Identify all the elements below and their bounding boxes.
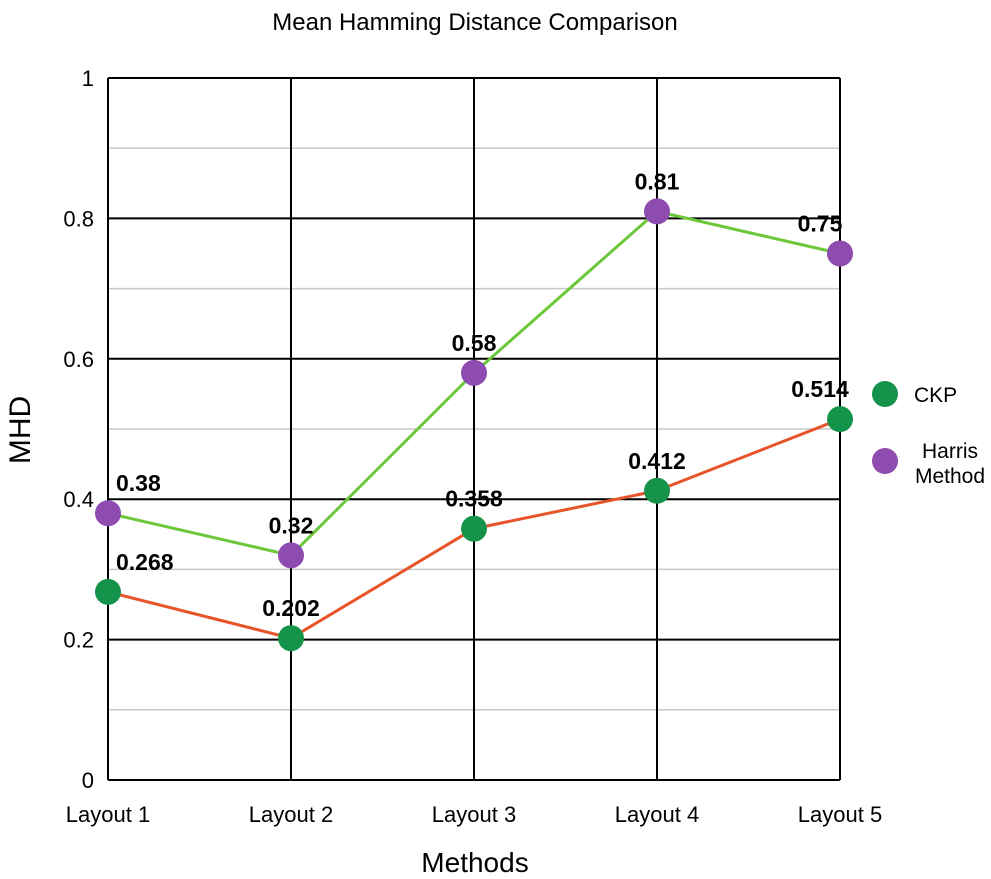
x-tick-label: Layout 5 [798,802,882,827]
data-point-harris [95,500,121,527]
data-point-ckp [278,625,304,652]
data-point-harris [644,198,670,225]
data-labels: 0.268 0.202 0.358 0.412 0.514 0.38 0.32 0.58 0.8… [116,168,849,621]
data-label-harris: 0.81 [635,168,680,194]
data-label-harris: 0.32 [269,512,314,538]
y-tick-label: 0.2 [63,628,94,653]
x-axis-label: Methods [421,847,528,878]
y-axis-label: MHD [4,396,37,464]
y-axis-ticks: 0 0.2 0.4 0.6 0.8 1 [63,66,94,793]
y-tick-label: 0.4 [63,487,94,512]
data-point-ckp [827,406,853,433]
x-tick-label: Layout 3 [432,802,516,827]
y-tick-label: 0.8 [63,206,94,231]
legend-label-harris: Harris Method [915,440,985,488]
legend-label-line: Harris [922,440,978,463]
legend-label-ckp: CKP [914,384,957,407]
data-label-ckp: 0.268 [116,549,174,575]
data-point-harris [827,240,853,267]
data-label-harris: 0.58 [452,330,497,356]
data-label-harris: 0.75 [798,211,843,237]
y-tick-label: 0.6 [63,347,94,372]
legend-label-line: Method [915,465,985,488]
data-label-harris: 0.38 [116,470,161,496]
data-point-harris [278,542,304,569]
data-point-ckp [95,578,121,605]
y-tick-label: 0 [82,768,94,793]
grid [107,77,841,781]
y-tick-label: 1 [82,66,94,91]
data-label-ckp: 0.202 [262,595,320,621]
data-label-ckp: 0.514 [791,376,849,402]
x-tick-label: Layout 2 [249,802,333,827]
legend: CKP Harris Method [872,381,985,488]
data-point-ckp [461,515,487,542]
x-tick-label: Layout 4 [615,802,699,827]
data-label-ckp: 0.358 [445,486,503,512]
data-point-harris [461,359,487,386]
chart-title: Mean Hamming Distance Comparison [272,9,678,36]
legend-marker-harris [872,448,898,474]
x-tick-label: Layout 1 [66,802,150,827]
legend-marker-ckp [872,381,898,407]
data-point-ckp [644,477,670,504]
x-axis-ticks: Layout 1 Layout 2 Layout 3 Layout 4 Layout 5 [66,802,882,827]
data-label-ckp: 0.412 [628,448,686,474]
series-group [95,198,853,652]
